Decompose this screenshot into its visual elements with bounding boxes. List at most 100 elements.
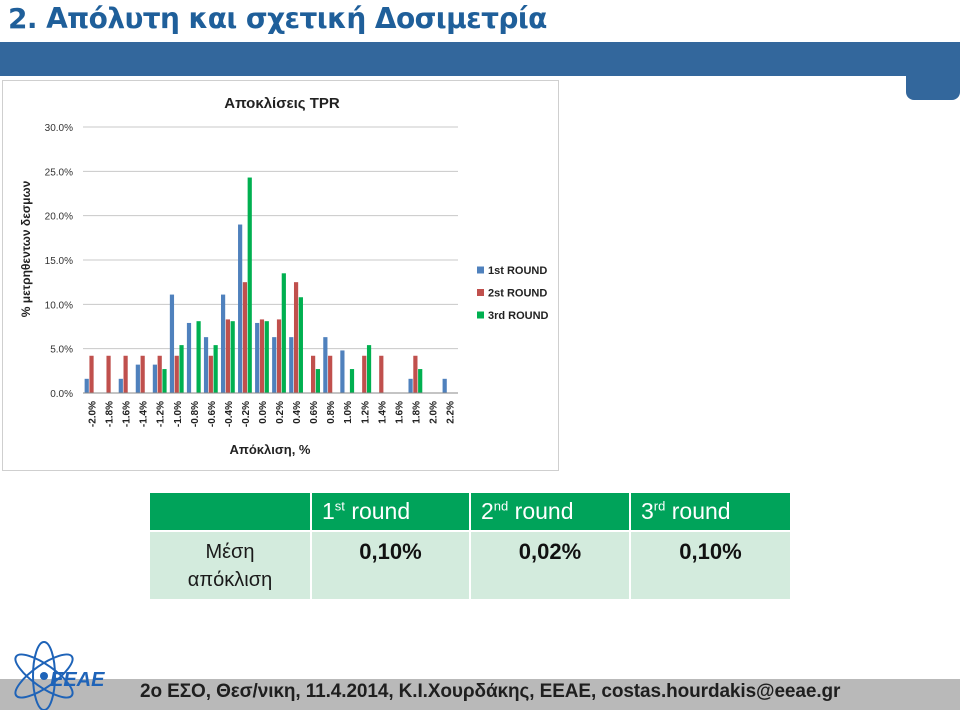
chart-legend: 1st ROUND 2st ROUND 3rd ROUND xyxy=(477,265,549,322)
legend-swatch xyxy=(477,289,484,296)
chart-x-axis-label: Απόκλιση, % xyxy=(230,442,311,457)
table-header-round-3: 3rd round xyxy=(629,493,790,531)
y-tick-label: 0.0% xyxy=(50,389,73,400)
bar-2st-round--1.8% xyxy=(106,355,111,393)
legend-label: 3rd ROUND xyxy=(488,310,549,322)
x-tick-label: 0.4% xyxy=(292,401,303,424)
slide-title: 2. Απόλυτη και σχετική Δοσιμετρία xyxy=(8,2,547,35)
bar-1st-round-1.8% xyxy=(408,378,413,393)
y-tick-label: 25.0% xyxy=(45,167,73,178)
bar-2st-round--0.6% xyxy=(208,355,213,393)
x-tick-label: -1.6% xyxy=(122,401,133,427)
table-value-round-3: 0,10% xyxy=(629,530,790,599)
bar-2st-round--2.0% xyxy=(89,355,94,393)
bar-3rd-round-0.4% xyxy=(298,297,303,393)
bar-2st-round-0.6% xyxy=(311,355,316,393)
mean-deviation-table: 1st round 2nd round 3rd round Μέση απόκλι… xyxy=(150,493,790,599)
table-header-round-1: 1st round xyxy=(310,493,470,531)
bar-2st-round-0.4% xyxy=(293,282,299,393)
x-tick-label: -0.6% xyxy=(207,401,218,427)
chart-y-axis-label: % μετρηθεντων δεσμων xyxy=(19,180,33,317)
x-tick-label: -1.8% xyxy=(105,401,116,427)
y-tick-label: 15.0% xyxy=(45,256,73,267)
x-tick-label: -0.2% xyxy=(241,401,252,427)
bar-2st-round--1.2% xyxy=(157,355,162,393)
chart-title: Αποκλίσεις TPR xyxy=(224,95,340,112)
x-tick-label: 0.0% xyxy=(258,401,269,424)
bar-1st-round-0.2% xyxy=(272,337,277,393)
bar-1st-round--0.2% xyxy=(238,224,243,393)
bar-3rd-round-0.2% xyxy=(281,273,286,393)
bar-2st-round-0.0% xyxy=(259,319,265,393)
legend-label: 1st ROUND xyxy=(488,265,547,277)
bar-1st-round-0.8% xyxy=(323,337,328,393)
x-tick-label: 1.2% xyxy=(360,401,371,424)
table-value-round-2: 0,02% xyxy=(469,530,630,599)
bar-3rd-round-1.2% xyxy=(366,345,372,393)
footer-bar xyxy=(0,679,960,710)
x-tick-label: -1.4% xyxy=(139,401,150,427)
x-tick-label: 0.8% xyxy=(326,401,337,424)
bar-3rd-round-1.0% xyxy=(349,369,355,393)
title-bar xyxy=(0,42,960,76)
bar-2st-round--0.4% xyxy=(225,319,230,393)
y-tick-label: 5.0% xyxy=(50,345,73,356)
chart-panel: 0.0% 5.0% 10.0% 15.0% 20.0% 25.0% 30.0% -2.0% -1… xyxy=(2,80,559,471)
bar-2st-round--1.6% xyxy=(123,355,128,393)
x-tick-label: -0.8% xyxy=(190,401,201,427)
logo-text: ΕΕΑΕ xyxy=(50,669,105,691)
x-tick-label: -2.0% xyxy=(88,401,99,427)
bar-1st-round--1.6% xyxy=(118,378,123,393)
table-row-label: Μέση απόκλιση xyxy=(150,530,311,599)
bar-2st-round--1.4% xyxy=(140,355,145,393)
bar-1st-round--1.2% xyxy=(152,364,157,393)
bar-3rd-round-0.6% xyxy=(315,369,321,393)
bar-2st-round-0.8% xyxy=(328,355,333,393)
bar-3rd-round-0.0% xyxy=(264,321,269,393)
x-tick-label: 1.4% xyxy=(377,401,388,424)
bar-1st-round-0.0% xyxy=(255,322,260,393)
x-tick-label: 0.2% xyxy=(275,401,286,424)
y-tick-label: 10.0% xyxy=(45,300,73,311)
bar-2st-round-0.2% xyxy=(276,319,282,393)
bar-1st-round-0.4% xyxy=(289,337,294,393)
bar-1st-round--2.0% xyxy=(84,378,89,393)
bar-3rd-round--0.2% xyxy=(247,177,252,393)
bar-3rd-round--1.0% xyxy=(179,345,184,393)
bar-2st-round--0.2% xyxy=(242,282,248,393)
bar-1st-round--1.0% xyxy=(169,294,175,393)
table-header-round-2: 2nd round xyxy=(469,493,630,531)
bar-3rd-round--0.6% xyxy=(213,345,218,393)
bar-2st-round-1.8% xyxy=(413,355,418,393)
x-tick-label: 2.0% xyxy=(428,401,439,424)
legend-swatch xyxy=(477,311,484,319)
x-tick-label: 1.6% xyxy=(394,401,405,424)
tpr-deviation-chart: 0.0% 5.0% 10.0% 15.0% 20.0% 25.0% 30.0% -2.0% -1… xyxy=(19,95,549,457)
bar-3rd-round--0.4% xyxy=(230,321,235,393)
bar-1st-round--1.4% xyxy=(135,364,140,393)
x-tick-label: -1.0% xyxy=(173,401,184,427)
bar-1st-round--0.8% xyxy=(186,322,192,393)
x-tick-label: 0.6% xyxy=(309,401,320,424)
x-tick-label: -1.2% xyxy=(156,401,167,427)
bar-3rd-round-1.8% xyxy=(418,369,423,393)
table-corner-cell xyxy=(150,493,311,531)
y-tick-label: 30.0% xyxy=(45,123,73,134)
y-tick-label: 20.0% xyxy=(45,212,73,223)
bar-1st-round-1.0% xyxy=(340,350,345,393)
x-tick-label: -0.4% xyxy=(224,401,235,427)
bar-2st-round-1.2% xyxy=(362,355,367,393)
x-tick-label: 1.0% xyxy=(343,401,354,424)
table-value-round-1: 0,10% xyxy=(310,530,470,599)
legend-label: 2st ROUND xyxy=(488,288,547,300)
title-bar-tab xyxy=(906,42,960,100)
bar-1st-round--0.6% xyxy=(203,337,209,393)
x-tick-label: 1.8% xyxy=(411,401,422,424)
bar-3rd-round--1.2% xyxy=(162,369,167,393)
footer-credits: 2ο ΕΣΟ, Θεσ/νικη, 11.4.2014, Κ.Ι.Χουρδάκ… xyxy=(140,681,841,702)
legend-swatch xyxy=(477,266,484,274)
bar-2st-round--1.0% xyxy=(174,355,179,393)
bar-3rd-round--0.8% xyxy=(196,321,201,393)
eeae-logo: ΕΕΑΕ xyxy=(14,641,105,710)
bar-1st-round--0.4% xyxy=(220,294,226,393)
